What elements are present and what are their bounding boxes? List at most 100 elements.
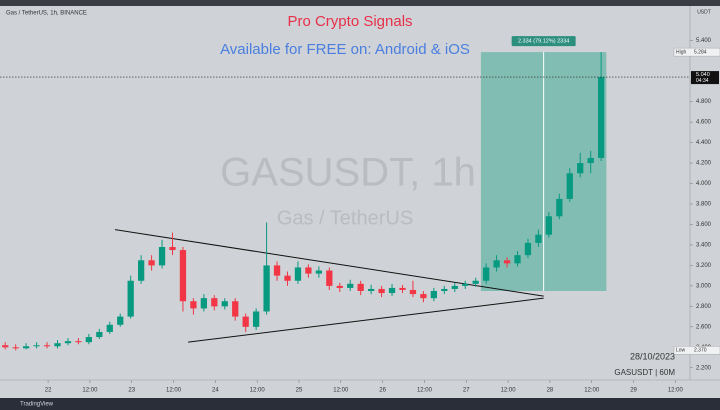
candle-body <box>43 345 51 347</box>
candle-body <box>54 343 61 347</box>
candle-body <box>148 260 155 266</box>
candle-body <box>598 77 605 158</box>
candle-body <box>221 301 228 307</box>
y-tick-label: 4.200 <box>696 161 712 167</box>
candle-body <box>493 260 500 268</box>
candle-body <box>273 265 281 276</box>
candle-body <box>577 163 584 174</box>
candle-body <box>399 287 406 290</box>
candle-body <box>263 265 270 312</box>
trendline <box>114 229 544 297</box>
candle-body <box>75 341 82 343</box>
x-tick-label: 28 <box>547 388 554 394</box>
range-label-bg <box>511 36 576 47</box>
x-tick-label: 12:00 <box>82 388 98 394</box>
candle-body <box>409 289 417 295</box>
x-tick-label: 12:00 <box>166 388 182 394</box>
x-tick-label: 24 <box>212 388 219 394</box>
y-tick-label: 4.000 <box>696 181 712 187</box>
watermark-sub: Gas / TetherUS <box>277 207 413 229</box>
y-tick-label: 3.000 <box>696 283 712 289</box>
candle-body <box>158 246 166 266</box>
candle-body <box>587 157 594 164</box>
last-price-badge <box>691 71 719 85</box>
subtitle: Available for FREE on: Android & iOS <box>220 41 470 58</box>
candle-body <box>294 267 302 281</box>
watermark: GASUSDT, 1h <box>220 151 476 195</box>
y-tick-label: 3.600 <box>696 222 712 228</box>
candle-body <box>472 280 479 284</box>
y-tick-label: 3.800 <box>696 202 712 208</box>
candle-body <box>33 345 40 347</box>
candle-body <box>305 267 312 274</box>
candle-body <box>326 270 333 286</box>
brand: TradingView <box>20 402 54 408</box>
y-tick-label: 2.800 <box>696 304 712 310</box>
candle-body <box>117 316 124 325</box>
marker-bg <box>673 47 720 57</box>
x-tick-label: 29 <box>630 388 637 394</box>
candle-body <box>12 347 19 349</box>
candle-body <box>368 288 375 291</box>
y-tick-label: 4.400 <box>696 140 712 146</box>
window-bar <box>0 0 720 6</box>
date-label: 28/10/2023 <box>630 351 675 361</box>
candle-body <box>535 234 542 243</box>
x-tick-label: 12:00 <box>417 388 433 394</box>
candle-body <box>96 331 103 338</box>
candle-body <box>451 285 458 289</box>
candle-body <box>2 345 9 348</box>
candle-body <box>430 291 437 299</box>
y-tick-label: 4.800 <box>696 99 712 105</box>
x-tick-label: 12:00 <box>584 388 600 394</box>
candle-body <box>441 288 448 291</box>
x-tick-label: 12:00 <box>668 388 684 394</box>
y-tick-label: 4.600 <box>696 120 712 126</box>
candle-body <box>388 287 396 294</box>
candle-body <box>514 255 521 264</box>
x-tick-label: 22 <box>45 388 52 394</box>
marker-name: High <box>676 49 687 55</box>
marker-bg <box>673 346 720 355</box>
candle-body <box>566 173 573 199</box>
candle-body <box>483 267 490 281</box>
candle-body <box>242 316 249 327</box>
range-label: 2.334 (79.12%) 2334 <box>518 39 569 45</box>
candle-body <box>23 346 30 349</box>
y-tick-label: 2.200 <box>696 365 712 371</box>
candle-body <box>85 337 92 343</box>
candle-body <box>378 288 385 294</box>
y-tick-label: 5.400 <box>696 38 712 44</box>
candle-body <box>347 283 354 288</box>
title: Pro Crypto Signals <box>287 13 412 30</box>
currency: USDT <box>697 9 711 15</box>
candle-body <box>315 270 322 274</box>
candle-body <box>556 198 563 217</box>
x-tick-label: 26 <box>379 388 386 394</box>
candle-body <box>336 285 343 288</box>
candle-body <box>106 324 113 332</box>
candle-body <box>232 301 239 317</box>
candle-body <box>127 280 134 317</box>
last-price-label: 5.040 <box>696 72 710 78</box>
y-tick-label: 2.600 <box>696 324 712 330</box>
footer-bar <box>0 398 720 410</box>
marker-label: 2.370 <box>694 348 707 354</box>
symbol-label: GASUSDT | 60M <box>614 368 675 377</box>
trendline <box>188 297 544 343</box>
candle-body <box>200 298 207 309</box>
y-tick-label: 3.200 <box>696 263 712 269</box>
marker-label: 5.284 <box>694 49 707 55</box>
candle-body <box>357 283 364 291</box>
candle-body <box>524 242 532 256</box>
y-tick-label: 3.400 <box>696 243 712 249</box>
candle-body <box>179 250 187 302</box>
candle-body <box>420 294 427 299</box>
candle-body <box>284 275 291 281</box>
candle-body <box>545 216 552 235</box>
candle-body <box>190 301 197 309</box>
candle-body <box>503 260 511 264</box>
header: Gas / TetherUS, 1h, BINANCE <box>6 11 87 17</box>
